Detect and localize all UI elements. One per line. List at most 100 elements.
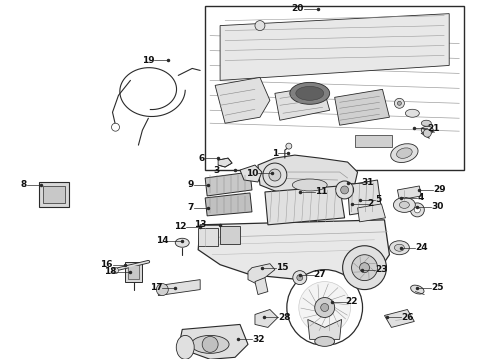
Ellipse shape xyxy=(405,109,419,117)
Text: 19: 19 xyxy=(142,56,154,65)
Bar xyxy=(128,265,140,279)
Circle shape xyxy=(263,163,287,187)
Ellipse shape xyxy=(399,201,409,208)
Text: 30: 30 xyxy=(431,202,443,211)
Polygon shape xyxy=(265,186,344,225)
Text: 5: 5 xyxy=(375,195,382,204)
Polygon shape xyxy=(358,204,386,222)
Ellipse shape xyxy=(421,120,431,126)
Text: 31: 31 xyxy=(362,179,374,188)
Polygon shape xyxy=(198,220,390,280)
Ellipse shape xyxy=(394,244,404,251)
Polygon shape xyxy=(205,193,252,216)
Circle shape xyxy=(287,270,363,345)
Circle shape xyxy=(299,282,350,333)
Text: 22: 22 xyxy=(345,297,358,306)
Text: 4: 4 xyxy=(417,193,424,202)
Text: 20: 20 xyxy=(292,4,304,13)
Ellipse shape xyxy=(175,238,189,247)
Text: 23: 23 xyxy=(375,265,388,274)
Circle shape xyxy=(269,169,281,181)
Text: 1: 1 xyxy=(271,149,278,158)
Circle shape xyxy=(321,303,329,311)
Ellipse shape xyxy=(315,336,335,346)
Bar xyxy=(355,135,392,147)
Bar xyxy=(220,226,240,244)
Circle shape xyxy=(352,255,377,280)
Circle shape xyxy=(415,207,420,213)
Text: 27: 27 xyxy=(314,270,326,279)
Ellipse shape xyxy=(176,336,194,359)
Text: 26: 26 xyxy=(401,313,414,322)
Ellipse shape xyxy=(396,148,412,158)
Text: 10: 10 xyxy=(245,168,258,177)
Circle shape xyxy=(202,336,218,352)
Circle shape xyxy=(360,263,369,273)
Text: 14: 14 xyxy=(156,236,168,245)
Ellipse shape xyxy=(393,197,416,212)
Polygon shape xyxy=(258,155,358,196)
Text: 28: 28 xyxy=(278,313,291,322)
Text: 8: 8 xyxy=(21,180,27,189)
Text: 16: 16 xyxy=(100,260,113,269)
Circle shape xyxy=(343,246,387,289)
Circle shape xyxy=(255,21,265,31)
Polygon shape xyxy=(240,165,262,182)
Text: 7: 7 xyxy=(188,203,194,212)
Polygon shape xyxy=(180,324,248,359)
Circle shape xyxy=(156,284,168,296)
Polygon shape xyxy=(158,280,200,296)
Circle shape xyxy=(315,298,335,318)
Polygon shape xyxy=(248,264,275,285)
Text: 9: 9 xyxy=(188,180,194,189)
Ellipse shape xyxy=(411,285,424,294)
Text: 32: 32 xyxy=(252,335,265,344)
Ellipse shape xyxy=(421,126,433,134)
Text: 21: 21 xyxy=(427,124,440,133)
Text: 15: 15 xyxy=(276,263,289,272)
Circle shape xyxy=(113,268,119,274)
Circle shape xyxy=(286,143,292,149)
Text: 11: 11 xyxy=(315,188,327,197)
Text: 6: 6 xyxy=(199,154,205,163)
Text: 25: 25 xyxy=(431,283,444,292)
Polygon shape xyxy=(347,180,382,215)
Bar xyxy=(43,186,65,203)
Polygon shape xyxy=(255,278,268,294)
Ellipse shape xyxy=(296,86,324,100)
Text: 24: 24 xyxy=(416,243,428,252)
Polygon shape xyxy=(255,310,278,328)
Ellipse shape xyxy=(390,241,409,255)
Circle shape xyxy=(341,186,348,194)
Polygon shape xyxy=(215,77,270,123)
Circle shape xyxy=(336,181,354,199)
Ellipse shape xyxy=(391,144,418,162)
Text: 3: 3 xyxy=(214,166,220,175)
Text: 13: 13 xyxy=(194,220,206,229)
Ellipse shape xyxy=(290,82,330,104)
Polygon shape xyxy=(308,319,342,339)
Text: 29: 29 xyxy=(433,185,446,194)
Text: 18: 18 xyxy=(104,267,117,276)
Polygon shape xyxy=(397,186,421,200)
Circle shape xyxy=(423,129,431,137)
Bar xyxy=(39,182,69,207)
Circle shape xyxy=(297,275,303,280)
Polygon shape xyxy=(218,158,232,167)
Polygon shape xyxy=(335,89,390,125)
Circle shape xyxy=(410,203,424,217)
Circle shape xyxy=(112,123,120,131)
Bar xyxy=(198,228,218,246)
Polygon shape xyxy=(220,14,449,80)
Text: 17: 17 xyxy=(150,283,162,292)
Polygon shape xyxy=(205,172,252,196)
Text: 12: 12 xyxy=(174,222,186,231)
Circle shape xyxy=(394,98,404,108)
Circle shape xyxy=(293,271,307,285)
Text: 2: 2 xyxy=(368,199,374,208)
Ellipse shape xyxy=(191,336,229,353)
Ellipse shape xyxy=(293,179,327,191)
Bar xyxy=(125,262,143,282)
Polygon shape xyxy=(385,310,415,328)
Circle shape xyxy=(397,101,401,105)
